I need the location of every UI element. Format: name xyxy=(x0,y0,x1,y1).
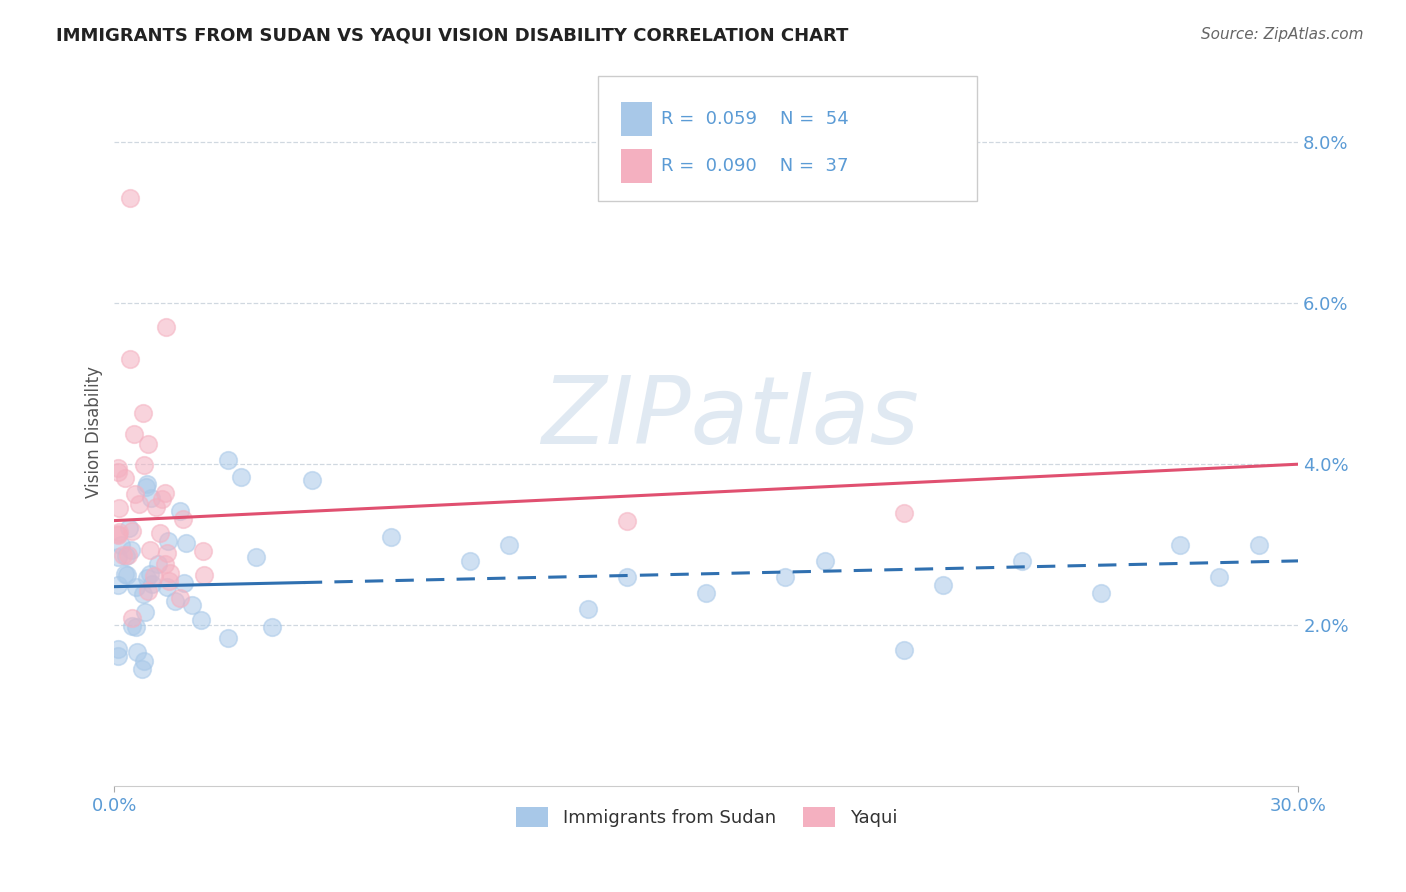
Point xyxy=(193,567,215,582)
Point xyxy=(107,578,129,592)
Point xyxy=(121,524,143,538)
Point xyxy=(120,352,142,367)
Point xyxy=(165,594,187,608)
Point xyxy=(131,662,153,676)
Point xyxy=(120,191,142,205)
Point xyxy=(127,644,149,658)
Point xyxy=(380,530,402,544)
Point xyxy=(107,465,129,479)
Point xyxy=(135,480,157,494)
Point xyxy=(143,569,166,583)
Point xyxy=(217,632,239,646)
Point xyxy=(141,577,163,591)
Point xyxy=(120,543,142,558)
Point xyxy=(169,504,191,518)
Point xyxy=(893,506,915,520)
Point xyxy=(111,548,134,562)
Point xyxy=(132,406,155,420)
Point xyxy=(125,581,148,595)
Point xyxy=(156,545,179,559)
Point xyxy=(107,526,129,541)
Text: R =  0.059    N =  54: R = 0.059 N = 54 xyxy=(661,110,849,128)
Point xyxy=(117,548,139,562)
Point xyxy=(1247,538,1270,552)
Point xyxy=(107,649,129,664)
Point xyxy=(173,576,195,591)
Point xyxy=(128,497,150,511)
Point xyxy=(180,599,202,613)
Point xyxy=(114,566,136,581)
Text: ZIPatlas: ZIPatlas xyxy=(541,372,920,463)
Point xyxy=(148,525,170,540)
Point xyxy=(616,514,638,528)
Point xyxy=(814,554,837,568)
Point xyxy=(231,469,253,483)
Point xyxy=(159,566,181,581)
Point xyxy=(122,427,145,442)
Point xyxy=(107,528,129,542)
Text: IMMIGRANTS FROM SUDAN VS YAQUI VISION DISABILITY CORRELATION CHART: IMMIGRANTS FROM SUDAN VS YAQUI VISION DI… xyxy=(56,27,849,45)
Point xyxy=(775,570,797,584)
Point xyxy=(125,620,148,634)
Text: R =  0.090    N =  37: R = 0.090 N = 37 xyxy=(661,157,848,175)
Point xyxy=(262,620,284,634)
Point xyxy=(150,492,173,507)
Point xyxy=(245,549,267,564)
Point xyxy=(139,542,162,557)
Point xyxy=(301,473,323,487)
Point xyxy=(115,568,138,582)
Point xyxy=(138,437,160,451)
Point xyxy=(169,591,191,605)
Point xyxy=(110,538,132,552)
Point xyxy=(121,619,143,633)
Point xyxy=(576,602,599,616)
Point xyxy=(155,558,177,572)
Point xyxy=(136,571,159,585)
Point xyxy=(1011,554,1033,568)
Legend: Immigrants from Sudan, Yaqui: Immigrants from Sudan, Yaqui xyxy=(509,800,904,834)
Point xyxy=(190,613,212,627)
Point xyxy=(108,501,131,516)
Point xyxy=(893,642,915,657)
Point xyxy=(138,566,160,581)
Point xyxy=(1168,538,1191,552)
Point xyxy=(217,453,239,467)
Point xyxy=(932,578,955,592)
Point xyxy=(155,320,177,334)
Point xyxy=(118,521,141,535)
Point xyxy=(107,524,129,539)
Point xyxy=(616,570,638,584)
Point xyxy=(153,486,176,500)
Point xyxy=(132,458,155,472)
Point xyxy=(146,557,169,571)
Point xyxy=(498,538,520,552)
Point xyxy=(157,534,180,549)
Point xyxy=(136,476,159,491)
Point xyxy=(1208,570,1230,584)
Point xyxy=(134,605,156,619)
Point xyxy=(172,511,194,525)
Text: Source: ZipAtlas.com: Source: ZipAtlas.com xyxy=(1201,27,1364,42)
Point xyxy=(114,471,136,485)
Point xyxy=(695,586,717,600)
Point xyxy=(138,584,160,599)
Point xyxy=(124,486,146,500)
Point xyxy=(107,550,129,565)
Point xyxy=(157,574,180,588)
Point xyxy=(458,554,481,568)
Point xyxy=(132,587,155,601)
Point xyxy=(1090,586,1112,600)
Point xyxy=(139,491,162,506)
Point xyxy=(114,549,136,563)
Point xyxy=(121,611,143,625)
Point xyxy=(191,543,214,558)
Point xyxy=(107,641,129,656)
Point xyxy=(156,580,179,594)
Y-axis label: Vision Disability: Vision Disability xyxy=(86,366,103,498)
Point xyxy=(145,500,167,514)
Point xyxy=(107,461,129,475)
Point xyxy=(174,536,197,550)
Point xyxy=(134,654,156,668)
